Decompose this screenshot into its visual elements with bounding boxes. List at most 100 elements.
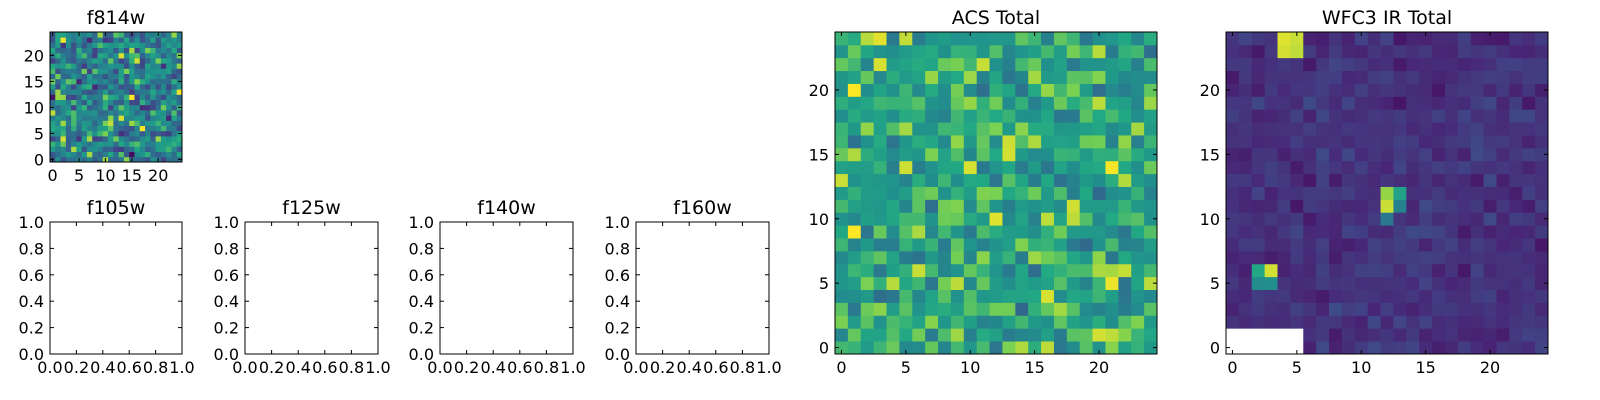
heatmap-cell (1041, 289, 1055, 303)
heatmap-cell (976, 44, 990, 59)
heatmap-cell (81, 68, 88, 74)
heatmap-cell (50, 37, 56, 43)
heatmap-cell (1393, 44, 1407, 59)
heatmap-cell (835, 122, 849, 136)
heatmap-cell (1226, 276, 1240, 290)
heatmap-cell (1496, 57, 1510, 72)
heatmap-cell (1380, 173, 1394, 187)
heatmap-cell (1264, 250, 1278, 265)
heatmap-cell (1406, 315, 1420, 329)
heatmap-cell (1432, 186, 1446, 200)
heatmap-cell (938, 147, 952, 162)
heatmap-cell (1264, 302, 1278, 316)
heatmap-cell (86, 32, 93, 38)
heatmap-cell (1238, 289, 1253, 303)
heatmap-cell (129, 47, 135, 54)
heatmap-cell (1496, 44, 1510, 59)
heatmap-cell (1105, 289, 1119, 303)
heatmap-cell (1406, 302, 1420, 316)
heatmap-cell (886, 328, 900, 342)
heatmap-cell (1316, 44, 1330, 59)
heatmap-cell (166, 99, 172, 106)
heatmap-cell (950, 83, 965, 97)
heatmap-cell (1264, 147, 1278, 162)
heatmap-cell (160, 78, 167, 85)
heatmap-cell (989, 289, 1003, 303)
heatmap-cell (166, 141, 172, 147)
heatmap-cell (1041, 328, 1055, 342)
heatmap-cell (129, 110, 135, 116)
heatmap-cell (1144, 199, 1158, 213)
heatmap-cell (1066, 83, 1081, 97)
heatmap-cell (166, 94, 172, 100)
heatmap-cell (60, 146, 67, 152)
heatmap-cell (860, 212, 875, 226)
heatmap-cell (860, 250, 875, 265)
heatmap-cell (60, 141, 67, 147)
heatmap-cell (1277, 32, 1291, 46)
heatmap-cell (835, 328, 849, 342)
heatmap-cell (1457, 263, 1472, 278)
heatmap-cell (963, 160, 978, 175)
heatmap-cell (1028, 83, 1042, 97)
heatmap-cell (76, 63, 83, 69)
heatmap-cell (139, 151, 146, 158)
heatmap-cell (899, 263, 913, 278)
heatmap-cell (1277, 289, 1291, 303)
heatmap-cell (1226, 315, 1240, 329)
heatmap-cell (1483, 147, 1497, 162)
heatmap-cell (1079, 186, 1093, 200)
heatmap-cell (1483, 263, 1497, 278)
heatmap-cell (145, 42, 151, 48)
heatmap-cell (835, 160, 849, 175)
x-tick-label: 0.2 (454, 358, 479, 377)
heatmap-cell (1380, 147, 1394, 162)
heatmap-cell (150, 151, 156, 158)
heatmap-cell (1041, 135, 1055, 149)
heatmap-cell (873, 44, 887, 59)
heatmap-cell (1238, 160, 1253, 175)
x-tick-label: 0.8 (730, 358, 755, 377)
heatmap-cell (963, 328, 978, 342)
heatmap-cell (899, 135, 913, 149)
heatmap-cell (1303, 289, 1317, 303)
heatmap-cell (1522, 250, 1536, 265)
heatmap-cell (835, 83, 849, 97)
heatmap-cell (1041, 263, 1055, 278)
heatmap-cell (938, 70, 952, 84)
heatmap-cell (847, 122, 862, 136)
heatmap-cell (176, 32, 183, 38)
heatmap-cell (925, 276, 939, 290)
heatmap-cell (1015, 147, 1029, 162)
heatmap-cell (873, 109, 887, 123)
heatmap-cell (1393, 147, 1407, 162)
heatmap-cell (1419, 160, 1433, 175)
heatmap-cell (1522, 147, 1536, 162)
heatmap-cell (976, 289, 990, 303)
heatmap-cell (76, 130, 83, 137)
heatmap-cell (1457, 238, 1472, 252)
heatmap-cell (1303, 225, 1317, 239)
heatmap-cell (1406, 83, 1420, 97)
heatmap-cell (938, 83, 952, 97)
heatmap-cell (835, 57, 849, 72)
heatmap-cell (1329, 341, 1343, 355)
heatmap-cell (1002, 83, 1016, 97)
heatmap-cell (1264, 186, 1278, 200)
heatmap-cell (71, 146, 77, 152)
heatmap-cell (71, 47, 77, 54)
x-tick-label: 1.0 (560, 358, 585, 377)
heatmap-cell (139, 120, 146, 126)
heatmap-cell (1341, 135, 1356, 149)
heatmap-cell (873, 212, 887, 226)
heatmap-cell (81, 115, 88, 121)
heatmap-cell (1028, 147, 1042, 162)
heatmap-cell (1028, 212, 1042, 226)
heatmap-cell (1290, 225, 1304, 239)
heatmap-cell (1509, 250, 1523, 265)
heatmap-cell (899, 212, 913, 226)
x-tick-label: 0 (836, 358, 846, 377)
heatmap-cell (1002, 96, 1016, 110)
heatmap-cell (150, 58, 156, 64)
